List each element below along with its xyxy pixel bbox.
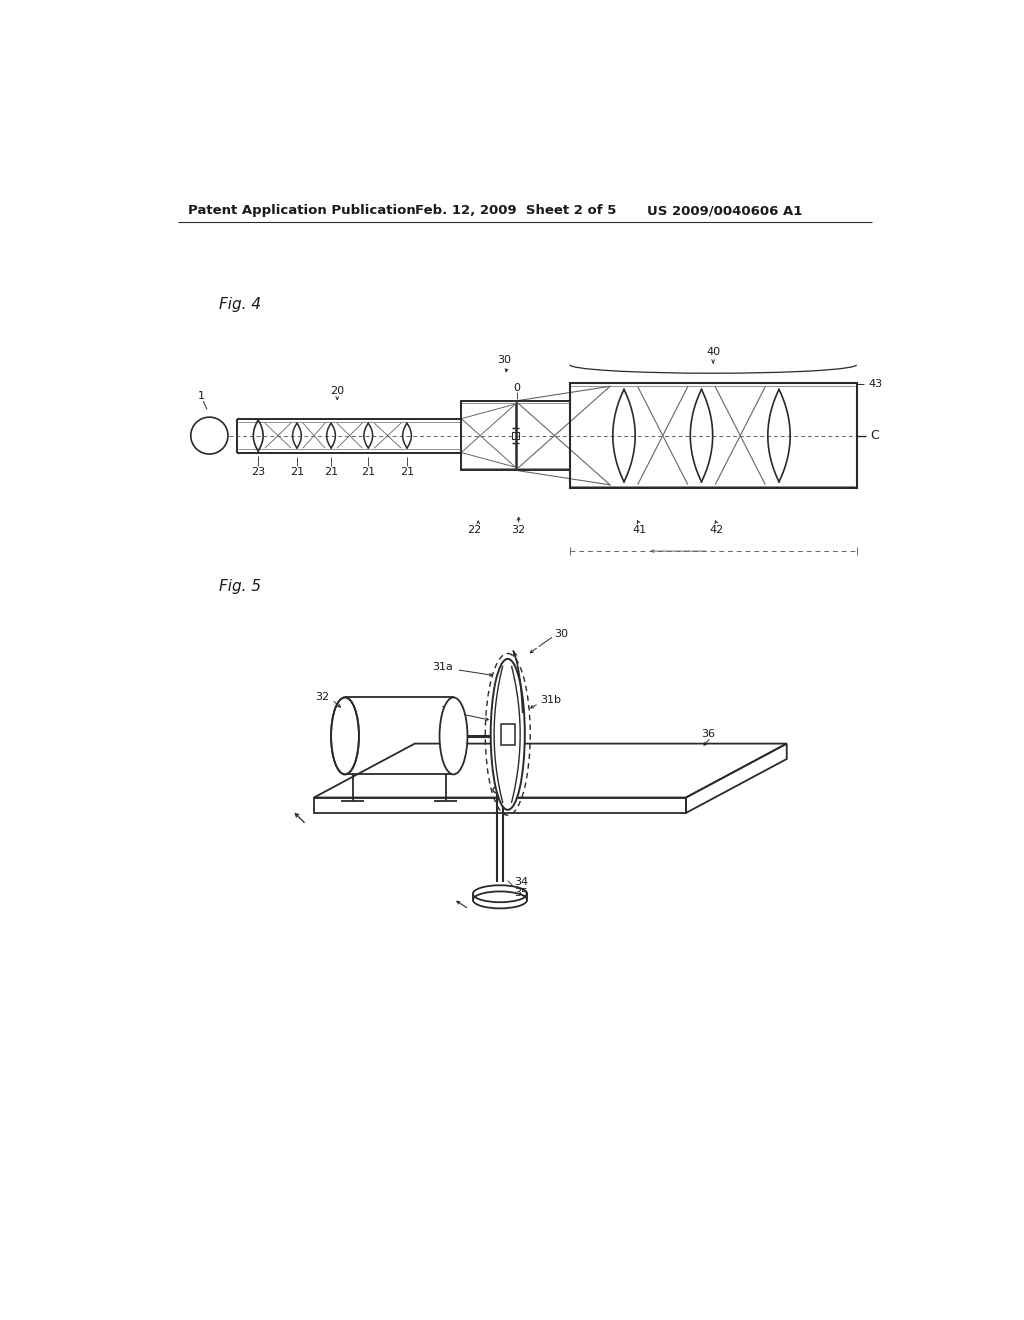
Text: 32: 32 (512, 525, 525, 536)
Text: 35: 35 (514, 888, 528, 898)
Ellipse shape (490, 659, 524, 809)
Text: Fig. 5: Fig. 5 (219, 579, 261, 594)
Text: 31a: 31a (432, 661, 454, 672)
Text: Patent Application Publication: Patent Application Publication (188, 205, 416, 218)
Bar (501, 723, 515, 744)
Text: 30: 30 (554, 630, 568, 639)
Text: 21: 21 (400, 467, 414, 477)
Text: 1: 1 (198, 391, 205, 400)
Text: 21: 21 (324, 467, 338, 477)
Ellipse shape (439, 697, 467, 775)
Text: 0: 0 (514, 383, 520, 393)
Text: 34: 34 (514, 878, 528, 887)
Text: US 2009/0040606 A1: US 2009/0040606 A1 (647, 205, 803, 218)
Text: 20: 20 (330, 385, 344, 396)
Text: 301: 301 (440, 706, 461, 717)
Text: Fig. 4: Fig. 4 (219, 297, 261, 313)
Text: 36: 36 (701, 730, 716, 739)
Text: 30: 30 (497, 355, 511, 366)
Text: 33: 33 (501, 730, 514, 739)
Bar (461, 401, 569, 470)
Bar (569, 383, 856, 488)
Text: 32: 32 (315, 693, 330, 702)
Text: Feb. 12, 2009  Sheet 2 of 5: Feb. 12, 2009 Sheet 2 of 5 (415, 205, 616, 218)
Text: 31b: 31b (541, 696, 561, 705)
Text: 43: 43 (868, 379, 883, 389)
Text: 22: 22 (467, 525, 481, 536)
Text: 21: 21 (290, 467, 304, 477)
Text: 40: 40 (707, 347, 720, 358)
Text: 41: 41 (633, 525, 646, 536)
Bar (512, 432, 518, 440)
Text: 23: 23 (251, 467, 265, 477)
Text: C: C (870, 429, 880, 442)
Text: 21: 21 (361, 467, 376, 477)
Text: 42: 42 (710, 525, 724, 536)
Ellipse shape (331, 697, 359, 775)
